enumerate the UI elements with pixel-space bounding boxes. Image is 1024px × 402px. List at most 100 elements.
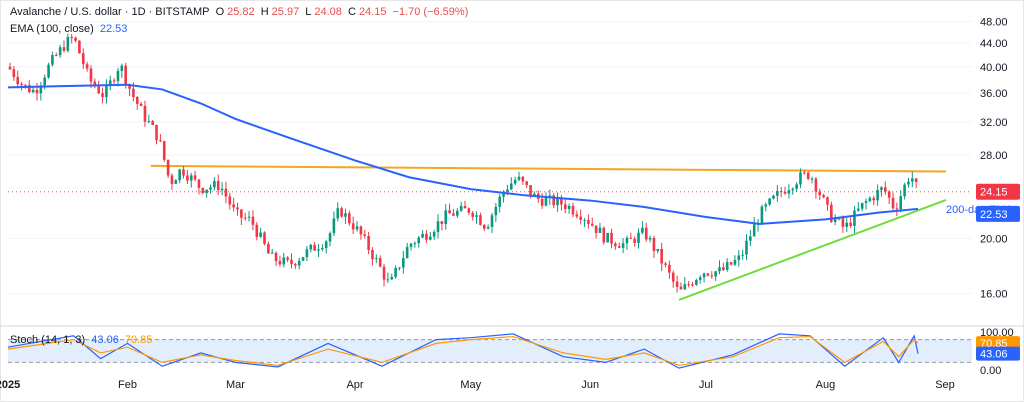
candle [714, 270, 717, 282]
low-label: L [305, 6, 312, 18]
candle-body [853, 210, 856, 226]
candle-body [205, 189, 208, 194]
ema-100-line [7, 83, 919, 225]
candle-body [768, 198, 771, 205]
stoch-d-value: 70.85 [124, 334, 153, 346]
candle [729, 261, 733, 266]
candle-body [506, 189, 509, 192]
candle-body [903, 184, 906, 197]
candle-body [267, 243, 270, 254]
candle-body [475, 215, 478, 217]
candle-body [139, 103, 143, 106]
candle [367, 231, 370, 255]
candle [378, 255, 382, 268]
candle-body [872, 198, 876, 201]
candle-body [155, 124, 158, 141]
candle [741, 249, 744, 260]
candle-body [779, 190, 783, 192]
candle [324, 239, 328, 254]
candle [475, 211, 478, 225]
candle [301, 256, 305, 262]
candle [236, 202, 239, 216]
candle [402, 250, 405, 274]
candle [617, 242, 621, 249]
symbol-title: Avalanche / U.S. dollar · 1D · BITSTAMP [10, 6, 210, 18]
candle [818, 188, 822, 201]
candle-body [864, 201, 868, 203]
candle-body [687, 284, 690, 286]
candle [351, 216, 355, 235]
candle-body [359, 226, 363, 235]
candle-body [502, 191, 505, 197]
candle-body [683, 284, 687, 290]
candle-body [664, 263, 667, 265]
candle-body [220, 188, 224, 191]
candle [85, 61, 89, 72]
candle-body [679, 286, 683, 290]
candle-body [193, 175, 197, 180]
high-value: 25.97 [271, 6, 300, 18]
candle [270, 248, 274, 254]
candle-body [560, 197, 563, 205]
candle [563, 198, 567, 214]
candle [810, 176, 814, 184]
candle [255, 222, 259, 241]
support-line [678, 199, 947, 301]
candle-body [432, 231, 436, 237]
candle-body [552, 195, 555, 206]
candle-body [444, 210, 448, 224]
candle-body [849, 222, 852, 226]
candle-body [402, 258, 405, 268]
candle-body [494, 206, 498, 216]
candle-body [583, 219, 586, 221]
candle-body [714, 271, 717, 277]
symbol-legend: Avalanche / U.S. dollar · 1D · BITSTAMP … [10, 6, 471, 18]
candle [641, 221, 644, 235]
candle-body [529, 185, 532, 195]
candle [884, 181, 887, 195]
candle [240, 208, 243, 225]
candle-body [760, 206, 764, 224]
candle [625, 235, 629, 250]
candle [648, 235, 652, 243]
candle [698, 275, 702, 284]
candle-body [887, 191, 891, 198]
candle [614, 241, 617, 250]
candle [633, 236, 636, 247]
candle-body [895, 208, 899, 210]
candle [155, 124, 158, 145]
low-value: 24.08 [314, 6, 342, 18]
candle [35, 82, 39, 101]
candle-body [710, 275, 714, 277]
candle [498, 194, 502, 213]
candle [216, 174, 220, 196]
candle [583, 218, 586, 228]
candle [232, 197, 235, 212]
candle-body [830, 204, 833, 222]
candle [170, 173, 174, 190]
candle-body [826, 197, 829, 205]
candle [556, 192, 559, 212]
candle [78, 40, 81, 54]
ema-value: 22.53 [99, 23, 128, 35]
candle-body [12, 69, 16, 78]
candle-body [371, 250, 374, 260]
candle [656, 248, 660, 254]
candle-body [641, 227, 644, 233]
candle [336, 202, 340, 222]
candle [328, 231, 332, 247]
candle [101, 87, 104, 104]
candle-body [891, 197, 895, 209]
candle [629, 232, 633, 239]
candle [891, 192, 895, 213]
candle [675, 275, 679, 293]
candle [540, 193, 544, 209]
candle-body [818, 191, 822, 196]
candle-body [899, 196, 903, 210]
candle-body [351, 223, 355, 230]
candle-body [517, 176, 521, 180]
candle [544, 192, 548, 207]
ema-label: EMA (100, close) [10, 23, 94, 35]
candle [112, 77, 116, 84]
